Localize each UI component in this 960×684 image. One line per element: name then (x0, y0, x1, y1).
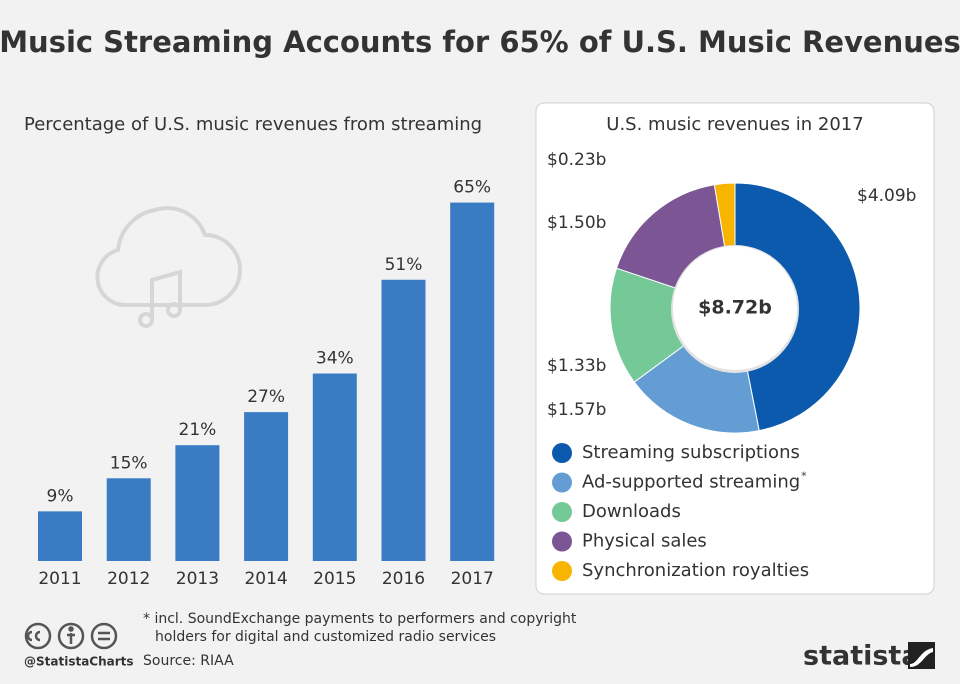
legend-swatch (552, 531, 572, 552)
x-tick-label: 2014 (244, 569, 287, 589)
brand-mark (908, 642, 935, 669)
bar (381, 279, 426, 561)
title: Music Streaming Accounts for 65% of U.S.… (0, 25, 960, 59)
legend-swatch (552, 472, 572, 493)
x-tick-label: 2012 (107, 569, 150, 589)
value-label: 65% (453, 178, 491, 198)
center-label: $8.72b (698, 297, 772, 319)
value-label: 51% (385, 255, 423, 275)
by-glyph (67, 633, 75, 644)
footnote: * incl. SoundExchange payments to perfor… (143, 611, 577, 627)
bar (106, 478, 151, 561)
donut-title: U.S. music revenues in 2017 (606, 114, 863, 135)
note-head (138, 312, 154, 328)
value-label: 27% (247, 387, 285, 407)
bar (312, 373, 357, 561)
donut-hole (673, 246, 797, 370)
value-label: 34% (316, 349, 354, 369)
legend-label: Downloads (582, 501, 681, 522)
x-tick-label: 2015 (313, 569, 356, 589)
donut-slice (609, 267, 737, 383)
cloud-icon (95, 206, 242, 328)
legend-swatch (552, 502, 572, 522)
legend-label: Streaming subscriptions (582, 442, 800, 463)
nd-glyph (98, 631, 110, 641)
value-label: $1.57b (547, 400, 606, 420)
bar (38, 511, 82, 561)
note-head (166, 302, 182, 318)
legend-label: Ad-supported streaming (582, 472, 800, 493)
value-label: 15% (110, 453, 148, 473)
value-label: 9% (47, 486, 74, 506)
value-label: $0.23b (547, 150, 606, 170)
x-tick-label: 2013 (176, 569, 219, 589)
bar (244, 412, 289, 561)
value-label: $4.09b (857, 186, 916, 206)
brand: statista (803, 641, 920, 672)
credit: @StatistaCharts (24, 655, 134, 669)
source: Source: RIAA (143, 653, 234, 669)
value-label: $1.33b (547, 356, 606, 376)
bar (175, 445, 220, 561)
cc-glyph (26, 630, 41, 642)
x-tick-label: 2011 (38, 569, 81, 589)
note (150, 269, 182, 320)
footnote: holders for digital and customized radio… (155, 629, 496, 645)
cloud (95, 206, 242, 307)
cc-icon (24, 622, 52, 650)
license-icons (24, 622, 118, 650)
x-tick-label: 2016 (382, 569, 425, 589)
legend-swatch (552, 443, 572, 463)
bar (450, 202, 495, 562)
value-label: 21% (179, 420, 217, 440)
legend-note: * (801, 470, 807, 483)
legend-label: Physical sales (582, 531, 707, 552)
brand-wave (910, 648, 933, 667)
legend-label: Synchronization royalties (582, 560, 809, 581)
legend-swatch (552, 561, 572, 581)
x-tick-label: 2017 (451, 569, 494, 589)
bar-title: Percentage of U.S. music revenues from s… (24, 114, 482, 135)
by-head (68, 626, 74, 632)
nd-icon (90, 622, 118, 650)
value-label: $1.50b (547, 213, 606, 233)
by-icon (57, 622, 85, 650)
